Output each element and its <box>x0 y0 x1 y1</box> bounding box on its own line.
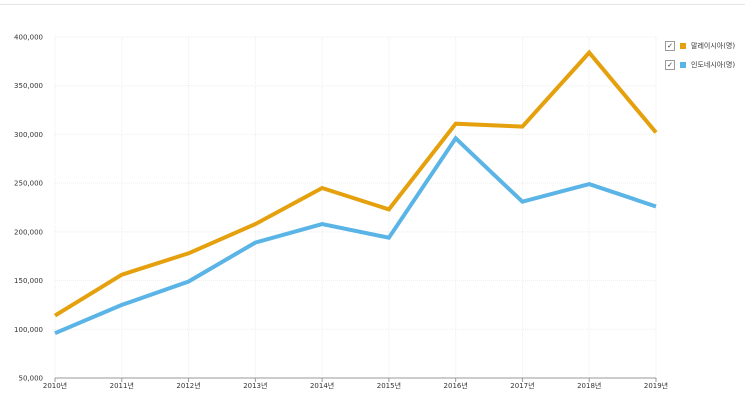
legend-label-indonesia: 인도네시아(명) <box>691 61 736 69</box>
x-tick-label: 2015년 <box>377 381 401 390</box>
legend-swatch-indonesia <box>680 62 686 68</box>
x-tick-label: 2010년 <box>43 381 67 390</box>
legend: ✓ 말레이시아(명) ✓ 인도네시아(명) <box>665 40 735 78</box>
x-tick-label: 2017년 <box>510 381 534 390</box>
legend-item-indonesia[interactable]: ✓ 인도네시아(명) <box>665 59 735 71</box>
x-tick-label: 2012년 <box>176 381 200 390</box>
y-tick-label: 350,000 <box>14 82 43 90</box>
x-tick-label: 2019년 <box>644 381 668 390</box>
y-tick-label: 50,000 <box>19 375 44 383</box>
x-tick-label: 2018년 <box>577 381 601 390</box>
y-tick-label: 250,000 <box>14 180 43 188</box>
legend-item-malaysia[interactable]: ✓ 말레이시아(명) <box>665 40 735 52</box>
y-tick-label: 200,000 <box>14 228 43 236</box>
y-tick-label: 300,000 <box>14 131 43 139</box>
top-divider <box>0 4 745 5</box>
y-tick-label: 150,000 <box>14 277 43 285</box>
grid-lines <box>54 36 657 378</box>
series-lines <box>53 49 658 336</box>
tick-labels: 400,000 350,000 300,000 250,000 200,000 150,0… <box>14 34 668 391</box>
series-line-indonesia <box>54 135 657 336</box>
x-tick-label: 2011년 <box>110 381 134 390</box>
y-tick-label: 100,000 <box>14 326 43 334</box>
y-tick-label: 400,000 <box>14 34 43 42</box>
legend-checkbox-indonesia[interactable]: ✓ <box>665 60 675 70</box>
x-tick-label: 2013년 <box>243 381 267 390</box>
axes <box>54 377 657 382</box>
legend-label-malaysia: 말레이시아(명) <box>691 42 736 50</box>
x-tick-label: 2016년 <box>444 381 468 390</box>
x-tick-label: 2014년 <box>310 381 334 390</box>
legend-swatch-malaysia <box>680 43 686 49</box>
legend-checkbox-malaysia[interactable]: ✓ <box>665 41 675 51</box>
series-line-malaysia <box>53 49 658 318</box>
